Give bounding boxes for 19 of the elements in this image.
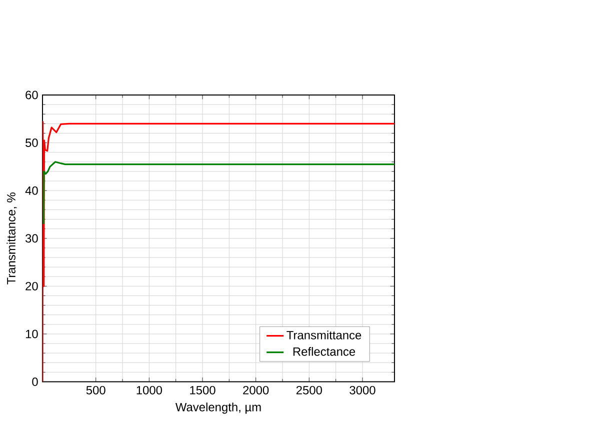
y-tick-label: 60 — [26, 90, 38, 100]
y-tick-label: 50 — [26, 138, 38, 147]
y-tick-label: 20 — [26, 282, 38, 290]
x-tick-label: 2000 — [243, 386, 269, 394]
x-tick-label: 500 — [86, 386, 106, 394]
x-tick-label: 1000 — [136, 386, 162, 394]
y-tick-label: 0 — [32, 377, 38, 386]
y-tick-label: 10 — [26, 330, 38, 338]
x-axis-title: Wavelength, µm — [175, 402, 261, 414]
x-tick-label: 3000 — [350, 386, 376, 394]
y-tick-label: 30 — [25, 234, 38, 243]
x-tick-label: 2500 — [296, 386, 322, 394]
y-axis-title: Transmittance, % — [6, 192, 17, 284]
line-series — [42, 120, 394, 382]
legend-label: Transmittance — [286, 330, 362, 340]
x-tick-label: 1500 — [190, 386, 216, 394]
line-series — [42, 161, 394, 225]
y-tick-label: 40 — [25, 186, 38, 195]
legend-label: Reflectance — [293, 347, 356, 356]
